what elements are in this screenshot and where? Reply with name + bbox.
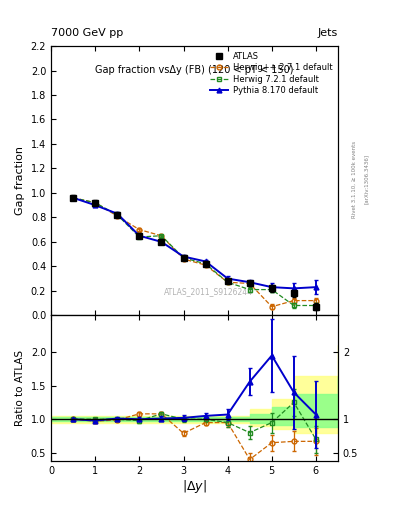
Y-axis label: Ratio to ATLAS: Ratio to ATLAS [15, 350, 25, 426]
Text: Gap fraction vsΔy (FB) (120 < pT < 150): Gap fraction vsΔy (FB) (120 < pT < 150) [95, 65, 294, 75]
X-axis label: $|\Delta y|$: $|\Delta y|$ [182, 478, 207, 496]
Text: Rivet 3.1.10, ≥ 100k events: Rivet 3.1.10, ≥ 100k events [352, 141, 357, 218]
Text: ATLAS_2011_S9126244: ATLAS_2011_S9126244 [164, 287, 253, 296]
Text: [arXiv:1306.3436]: [arXiv:1306.3436] [364, 154, 369, 204]
Text: 7000 GeV pp: 7000 GeV pp [51, 28, 123, 38]
Text: Jets: Jets [318, 28, 338, 38]
Y-axis label: Gap fraction: Gap fraction [15, 146, 25, 215]
Legend: ATLAS, Herwig++ 2.7.1 default, Herwig 7.2.1 default, Pythia 8.170 default: ATLAS, Herwig++ 2.7.1 default, Herwig 7.… [208, 50, 334, 97]
